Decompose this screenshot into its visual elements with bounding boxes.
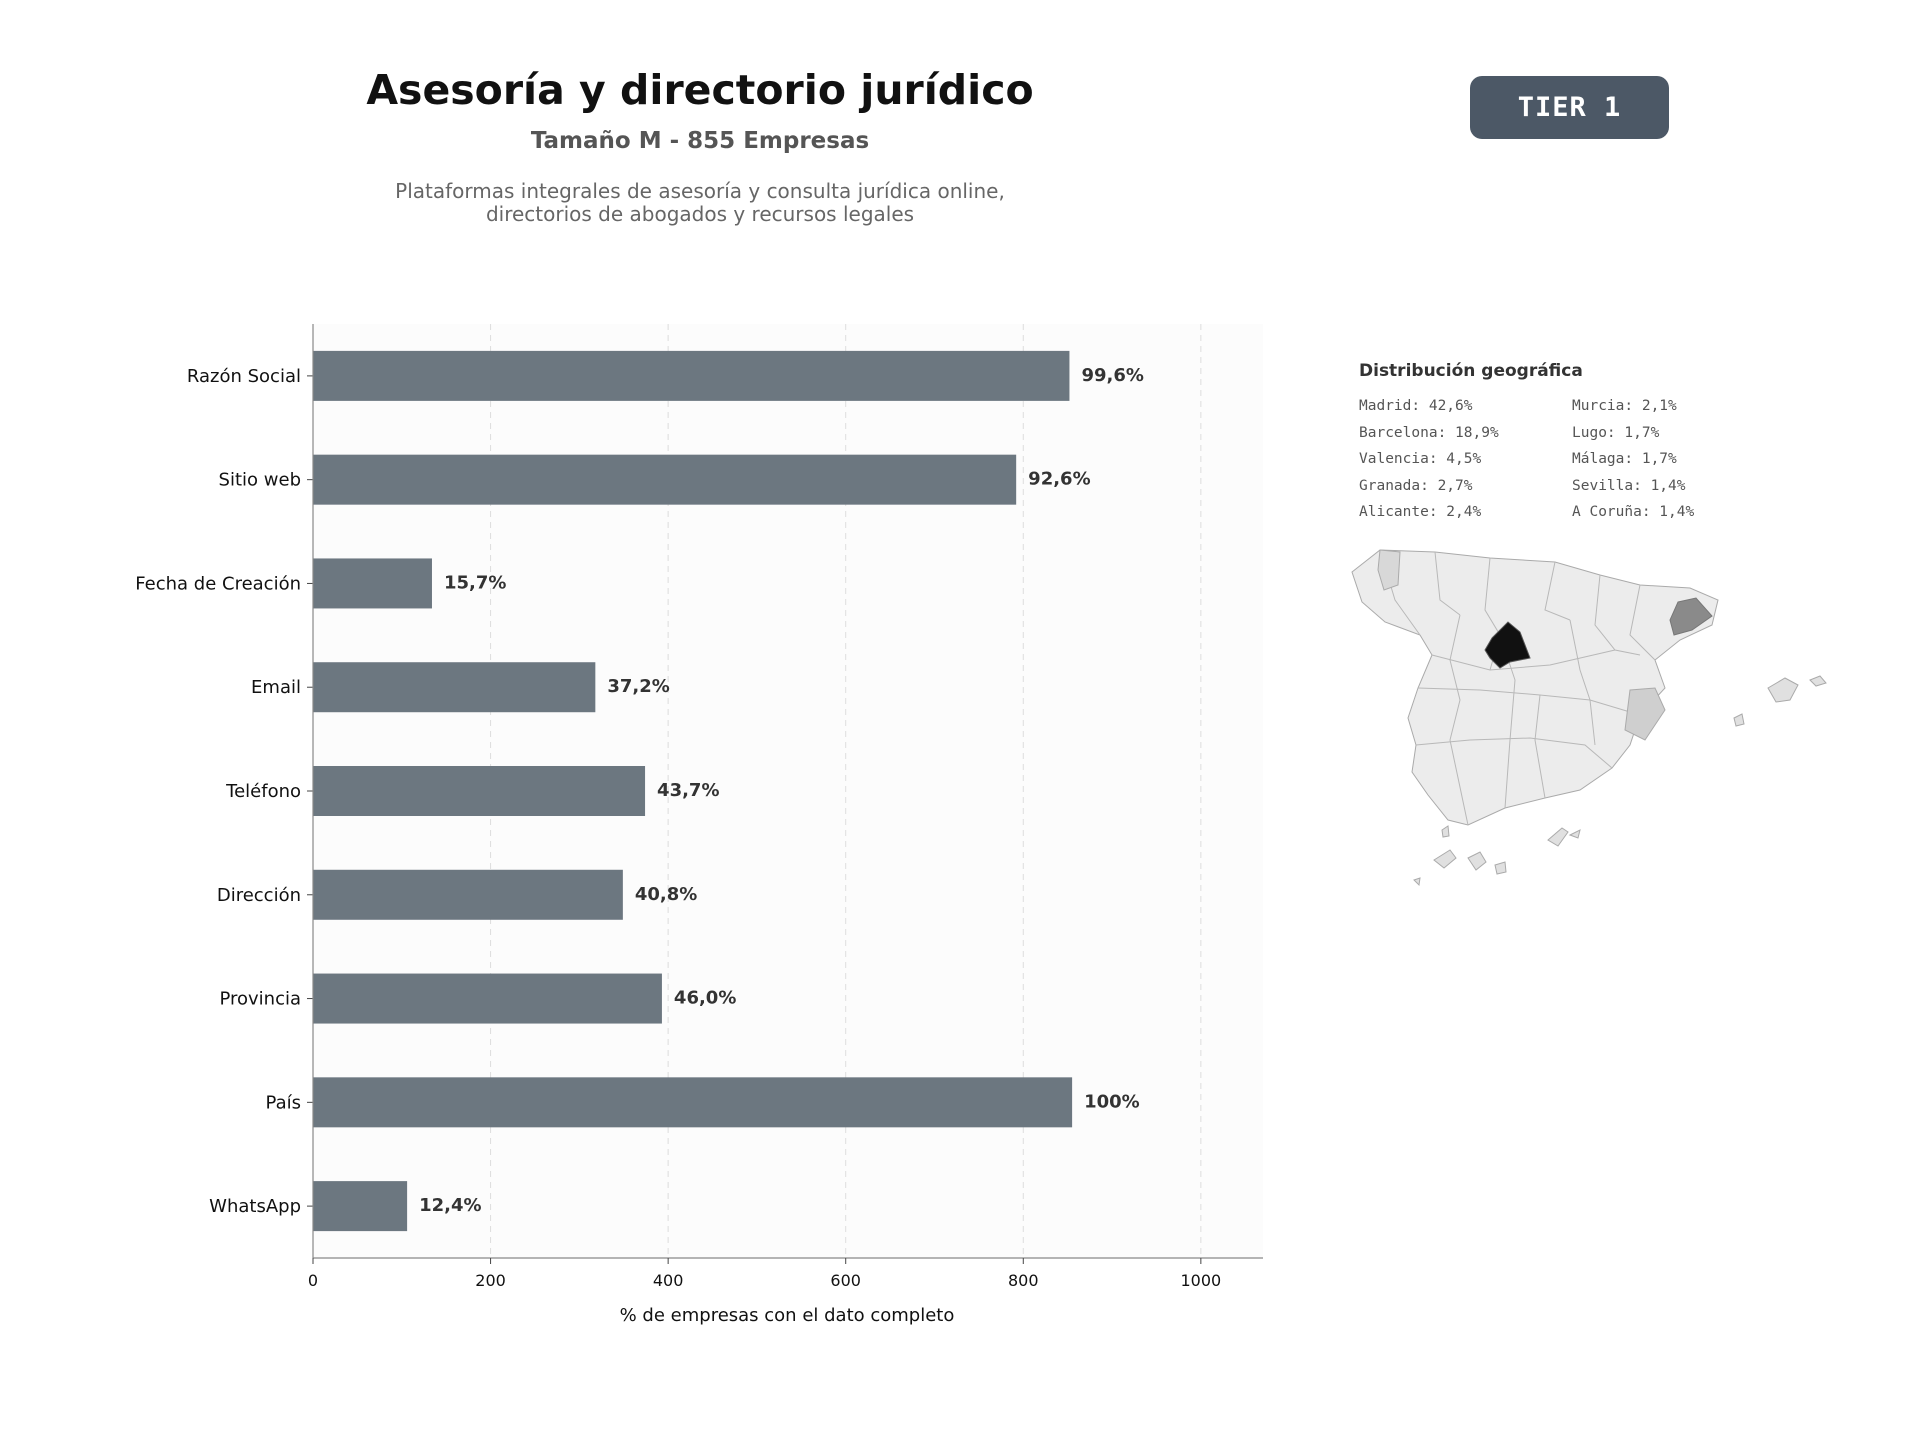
geo-item: Barcelona: 18,9%: [1359, 424, 1499, 441]
data-label: 43,7%: [657, 780, 719, 801]
geo-item: Madrid: 42,6%: [1359, 398, 1473, 414]
geo-distribution-title: Distribución geográfica: [1359, 361, 1583, 381]
data-label: 12,4%: [419, 1195, 481, 1216]
bar: [313, 1077, 1073, 1128]
geo-item: Alicante: 2,4%: [1359, 504, 1482, 520]
geo-item: Valencia: 4,5%: [1359, 451, 1482, 467]
data-label: 40,8%: [635, 884, 697, 905]
map-region-valencia: [1624, 687, 1666, 741]
geo-item: Granada: 2,7%: [1359, 477, 1473, 494]
x-tick-label: 0: [308, 1271, 318, 1290]
page-description: Plataformas integrales de asesoría y con…: [395, 179, 1005, 226]
bar: [313, 766, 646, 816]
category-label: Email: [251, 677, 301, 698]
spain-province-map: [1351, 549, 1827, 887]
x-tick-label: 1000: [1180, 1271, 1221, 1290]
data-label: 46,0%: [674, 988, 736, 1009]
bar: [313, 869, 623, 920]
geo-item: Sevilla: 1,4%: [1572, 477, 1686, 494]
header: Asesoría y directorio jurídico Tamaño M …: [300, 60, 1100, 226]
bar: [313, 662, 596, 713]
data-label: 37,2%: [607, 676, 669, 697]
geo-item: Murcia: 2,1%: [1572, 398, 1677, 414]
bar-chart: Razón Social 99,6% Sitio web 92,6% Fecha de …: [135, 324, 1263, 1326]
category-label: WhatsApp: [209, 1196, 301, 1217]
category-label: País: [266, 1092, 301, 1113]
tier-badge: TIER 1: [1470, 76, 1669, 139]
map-region-lugo: [1377, 549, 1401, 591]
category-label: Provincia: [219, 989, 301, 1010]
data-label: 100%: [1084, 1091, 1140, 1112]
map-region-madrid: [1484, 621, 1531, 669]
page-title: Asesoría y directorio jurídico: [366, 66, 1034, 114]
x-tick-label: 200: [475, 1271, 506, 1290]
map-peninsula: [1351, 549, 1719, 826]
geo-item: Lugo: 1,7%: [1572, 424, 1660, 441]
category-label: Fecha de Creación: [135, 573, 301, 594]
x-axis-label: % de empresas con el dato completo: [620, 1305, 955, 1326]
category-label: Dirección: [217, 885, 301, 906]
data-label: 92,6%: [1028, 469, 1090, 490]
category-label: Teléfono: [225, 781, 301, 802]
map-balearic-islands: [1733, 675, 1827, 727]
map-canary-islands: [1413, 825, 1581, 887]
page-subtitle: Tamaño M - 855 Empresas: [530, 128, 870, 154]
bar: [313, 350, 1070, 401]
bar: [313, 454, 1017, 505]
data-label: 15,7%: [444, 572, 506, 593]
bar: [313, 1181, 408, 1232]
geo-item: Málaga: 1,7%: [1572, 451, 1677, 467]
x-tick-label: 800: [1008, 1271, 1039, 1290]
x-tick-label: 400: [653, 1271, 684, 1290]
category-label: Sitio web: [219, 470, 301, 491]
geo-item: A Coruña: 1,4%: [1572, 504, 1695, 520]
bar: [313, 558, 432, 609]
geo-distribution-list: Madrid: 42,6% Murcia: 2,1% Barcelona: 18…: [1359, 397, 1772, 523]
data-label: 99,6%: [1081, 365, 1143, 386]
x-tick-label: 600: [830, 1271, 861, 1290]
category-label: Razón Social: [187, 366, 301, 387]
map-region-barcelona: [1669, 597, 1713, 636]
bar: [313, 973, 662, 1024]
